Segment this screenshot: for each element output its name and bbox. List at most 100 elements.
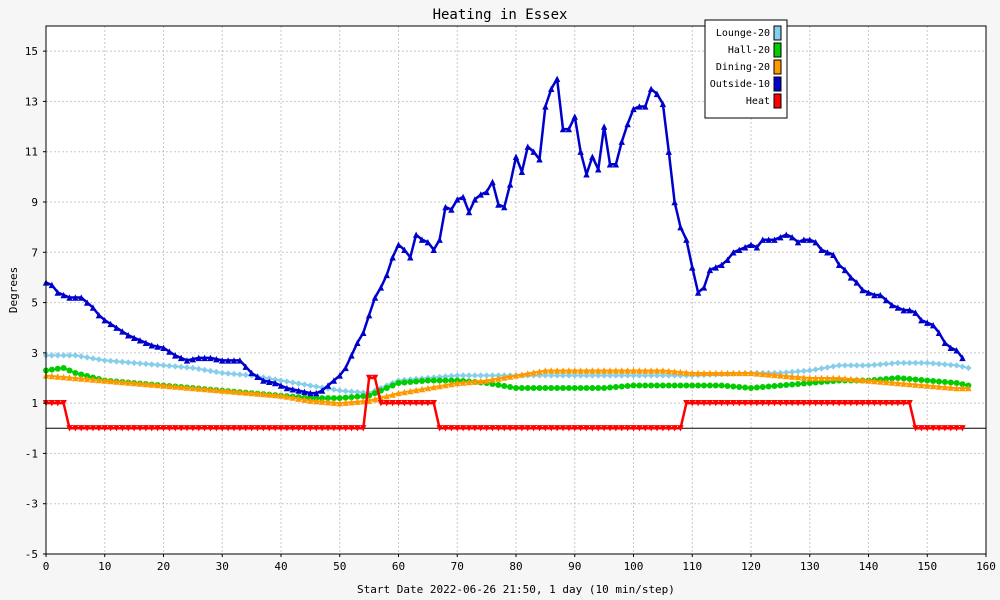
data-point [824, 374, 831, 382]
data-point [377, 399, 385, 407]
data-point [307, 382, 314, 389]
data-point [565, 125, 573, 133]
data-point [753, 399, 761, 407]
data-point [260, 390, 267, 398]
data-point [230, 357, 238, 364]
data-point [953, 380, 960, 387]
data-point [283, 425, 291, 432]
data-point [224, 370, 232, 377]
data-point [518, 168, 526, 176]
data-point [183, 357, 191, 364]
data-point [277, 382, 285, 389]
data-point [448, 377, 455, 384]
data-point [142, 380, 150, 388]
data-point [78, 375, 85, 382]
data-point [918, 359, 925, 367]
data-point [324, 382, 332, 389]
data-point [518, 425, 526, 432]
data-point [794, 368, 802, 375]
data-point [389, 382, 396, 389]
data-point [871, 377, 878, 385]
data-point [788, 234, 796, 241]
legend-swatch [773, 59, 782, 75]
data-point [119, 328, 126, 335]
data-point [806, 367, 813, 374]
data-point [536, 385, 543, 392]
data-point [906, 376, 913, 383]
data-point [66, 294, 73, 301]
data-point [495, 425, 502, 432]
data-point [101, 357, 108, 364]
data-point [630, 367, 637, 374]
data-point [413, 378, 420, 385]
data-point [759, 384, 766, 391]
data-point [783, 399, 790, 407]
data-point [741, 369, 749, 377]
data-point [677, 382, 684, 389]
data-point [78, 371, 85, 378]
data-point [865, 377, 872, 384]
data-point [871, 361, 878, 369]
data-point [900, 399, 907, 407]
data-point [560, 385, 566, 392]
x-tick-label: 50 [333, 560, 346, 573]
data-point [119, 425, 126, 432]
data-point [747, 241, 755, 248]
data-point [554, 385, 561, 392]
y-tick-label: -3 [25, 498, 38, 511]
x-tick-label: 0 [43, 560, 50, 573]
data-point [647, 85, 655, 93]
data-point [54, 289, 61, 296]
data-point [718, 261, 725, 269]
data-point [788, 399, 796, 407]
data-point [900, 359, 907, 367]
data-point [935, 329, 943, 336]
data-point [612, 161, 620, 168]
data-point [600, 367, 608, 374]
data-point [95, 356, 103, 363]
data-point [618, 367, 625, 374]
data-point [160, 425, 167, 432]
data-point [336, 425, 343, 432]
data-point [565, 367, 573, 374]
data-point [271, 425, 279, 432]
series-heat [42, 374, 966, 432]
data-point [783, 372, 790, 380]
data-point [583, 425, 590, 432]
data-point [348, 398, 355, 406]
data-point [154, 361, 161, 369]
data-point [689, 399, 696, 407]
data-point [918, 377, 925, 384]
data-point [213, 386, 220, 394]
data-point [454, 372, 461, 379]
data-point [295, 380, 302, 387]
data-point [512, 425, 520, 432]
data-point [753, 384, 760, 391]
data-point [783, 382, 790, 389]
data-point [536, 156, 543, 163]
data-point [671, 382, 678, 389]
data-point [542, 103, 549, 110]
data-point [894, 359, 902, 367]
data-point [647, 367, 655, 374]
data-point [800, 380, 807, 387]
data-point [877, 291, 884, 299]
tick-labels: 0 10 20 30 40 50 60 70 80 90 100 110 120 130 140 150 160… [25, 45, 996, 573]
data-point [513, 385, 519, 392]
data-point [418, 236, 426, 243]
data-point [941, 425, 949, 432]
data-point [289, 379, 296, 386]
data-point [442, 381, 449, 389]
data-point [736, 399, 743, 407]
data-point [642, 367, 649, 374]
data-point [689, 369, 696, 377]
data-point [565, 372, 573, 379]
data-point [559, 125, 567, 133]
data-point [636, 425, 643, 432]
data-point [148, 361, 155, 368]
y-tick-label: 15 [25, 45, 38, 58]
data-point [800, 367, 808, 375]
data-point [83, 425, 91, 432]
data-point [865, 399, 872, 407]
data-point [712, 382, 719, 389]
